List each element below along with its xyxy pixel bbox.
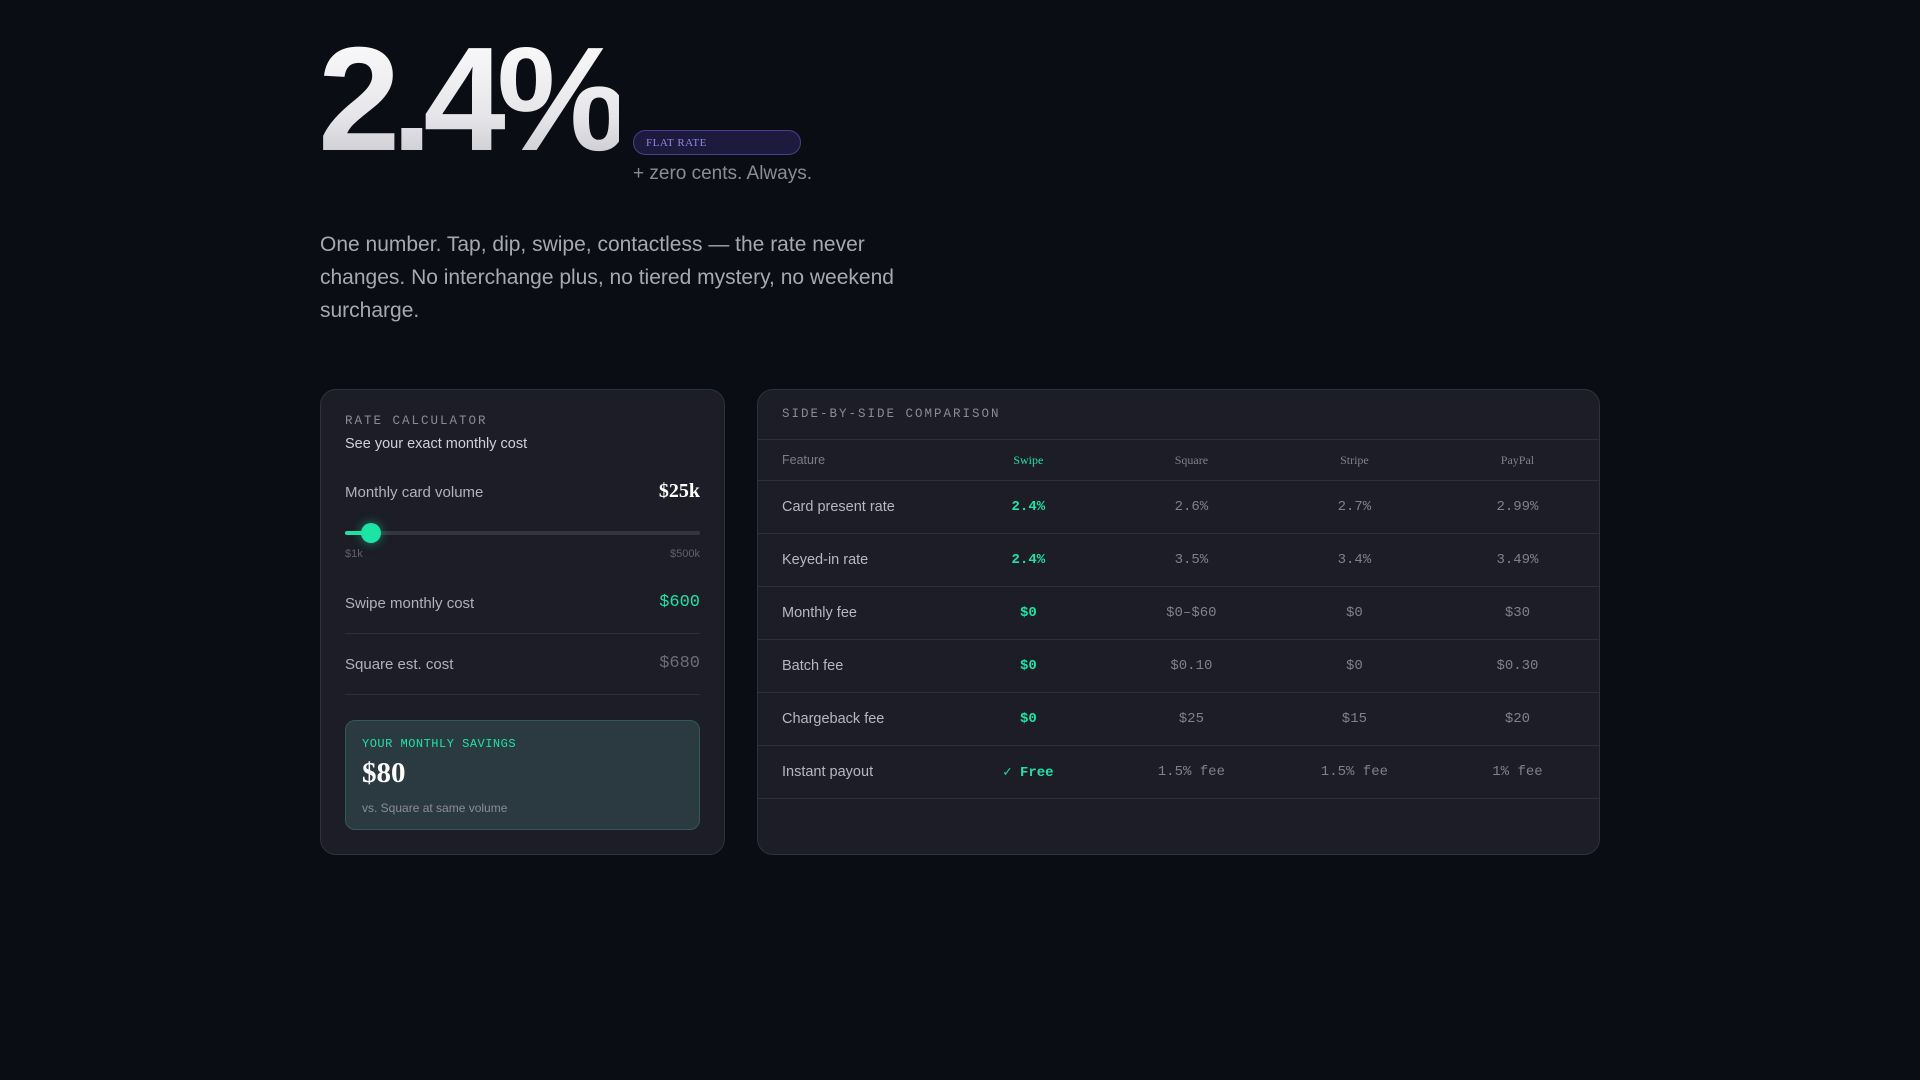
square-cell: 1.5% fee — [1109, 745, 1273, 799]
slider-thumb[interactable] — [360, 523, 381, 543]
paypal-cell: 2.99% — [1435, 480, 1599, 534]
flat-rate-badge: FLAT RATE — [633, 130, 801, 155]
hero-description: One number. Tap, dip, swipe, contactless… — [320, 233, 894, 322]
paypal-cell: $20 — [1435, 692, 1599, 746]
feature-cell: Monthly fee — [758, 586, 947, 640]
savings-eyebrow: YOUR MONTHLY SAVINGS — [362, 737, 517, 751]
square-cell: $0–$60 — [1109, 586, 1273, 640]
feature-cell: Keyed-in rate — [758, 533, 947, 587]
swipe-cell: 2.4% — [946, 480, 1110, 534]
calculator-subtitle: See your exact monthly cost — [345, 436, 528, 452]
column-header-paypal: PayPal — [1435, 440, 1599, 481]
square-cell: $0.10 — [1109, 639, 1273, 693]
swipe-cell: $0 — [946, 692, 1110, 746]
calculator-eyebrow: RATE CALCULATOR — [345, 414, 488, 428]
table-row: Keyed-in rate 2.4% 3.5% 3.4% 3.49% — [758, 533, 1599, 587]
slider-max-label: $500k — [670, 548, 700, 560]
column-header-stripe: Stripe — [1272, 440, 1436, 481]
savings-note: vs. Square at same volume — [362, 801, 508, 815]
paypal-cell: $30 — [1435, 586, 1599, 640]
savings-amount: $80 — [362, 757, 406, 789]
cost-row-value: $680 — [659, 654, 700, 673]
cost-row-label: Square est. cost — [345, 656, 454, 673]
table-row: Instant payout ✓ Free 1.5% fee 1.5% fee … — [758, 745, 1599, 799]
paypal-cell: 3.49% — [1435, 533, 1599, 587]
swipe-cost-row: Swipe monthly cost $600 — [345, 573, 700, 634]
comparison-table: Feature Swipe Square Stripe PayPal Card … — [758, 440, 1599, 799]
volume-slider[interactable] — [345, 523, 700, 543]
swipe-cell: $0 — [946, 586, 1110, 640]
rate-calculator-card: RATE CALCULATOR See your exact monthly c… — [320, 389, 725, 855]
feature-cell: Instant payout — [758, 745, 947, 799]
cost-row-label: Swipe monthly cost — [345, 595, 475, 612]
paypal-cell: $0.30 — [1435, 639, 1599, 693]
slider-fill — [345, 531, 371, 535]
volume-label: Monthly card volume — [345, 484, 484, 501]
table-row: Chargeback fee $0 $25 $15 $20 — [758, 692, 1599, 746]
paypal-cell: 1% fee — [1435, 745, 1599, 799]
feature-cell: Chargeback fee — [758, 692, 947, 746]
table-row: Card present rate 2.4% 2.6% 2.7% 2.99% — [758, 480, 1599, 534]
swipe-cell: $0 — [946, 639, 1110, 693]
table-row: Monthly fee $0 $0–$60 $0 $30 — [758, 586, 1599, 640]
stripe-cell: 3.4% — [1272, 533, 1436, 587]
square-cell: 3.5% — [1109, 533, 1273, 587]
volume-value: $25k — [658, 480, 700, 502]
column-header-swipe: Swipe — [946, 440, 1110, 481]
square-cell: 2.6% — [1109, 480, 1273, 534]
cost-row-value: $600 — [659, 593, 700, 612]
rate-subtext: + zero cents. Always. — [633, 163, 812, 184]
divider — [758, 439, 1599, 440]
slider-min-label: $1k — [345, 548, 363, 560]
square-cost-row: Square est. cost $680 — [345, 634, 700, 695]
column-header-feature: Feature — [758, 440, 947, 481]
table-header-row: Feature Swipe Square Stripe PayPal — [758, 440, 1599, 481]
stripe-cell: $0 — [1272, 639, 1436, 693]
stripe-cell: 2.7% — [1272, 480, 1436, 534]
comparison-card: SIDE-BY-SIDE COMPARISON Feature Swipe Sq… — [757, 389, 1600, 855]
feature-cell: Card present rate — [758, 480, 947, 534]
stripe-cell: $0 — [1272, 586, 1436, 640]
hero-rate: 2.4% — [318, 17, 628, 182]
table-row: Batch fee $0 $0.10 $0 $0.30 — [758, 639, 1599, 693]
comparison-eyebrow: SIDE-BY-SIDE COMPARISON — [782, 407, 1001, 421]
column-header-square: Square — [1109, 440, 1273, 481]
swipe-cell: 2.4% — [946, 533, 1110, 587]
stripe-cell: 1.5% fee — [1272, 745, 1436, 799]
feature-cell: Batch fee — [758, 639, 947, 693]
stripe-cell: $15 — [1272, 692, 1436, 746]
swipe-cell: ✓ Free — [946, 745, 1110, 799]
square-cell: $25 — [1109, 692, 1273, 746]
savings-box: YOUR MONTHLY SAVINGS $80 vs. Square at s… — [345, 720, 700, 830]
